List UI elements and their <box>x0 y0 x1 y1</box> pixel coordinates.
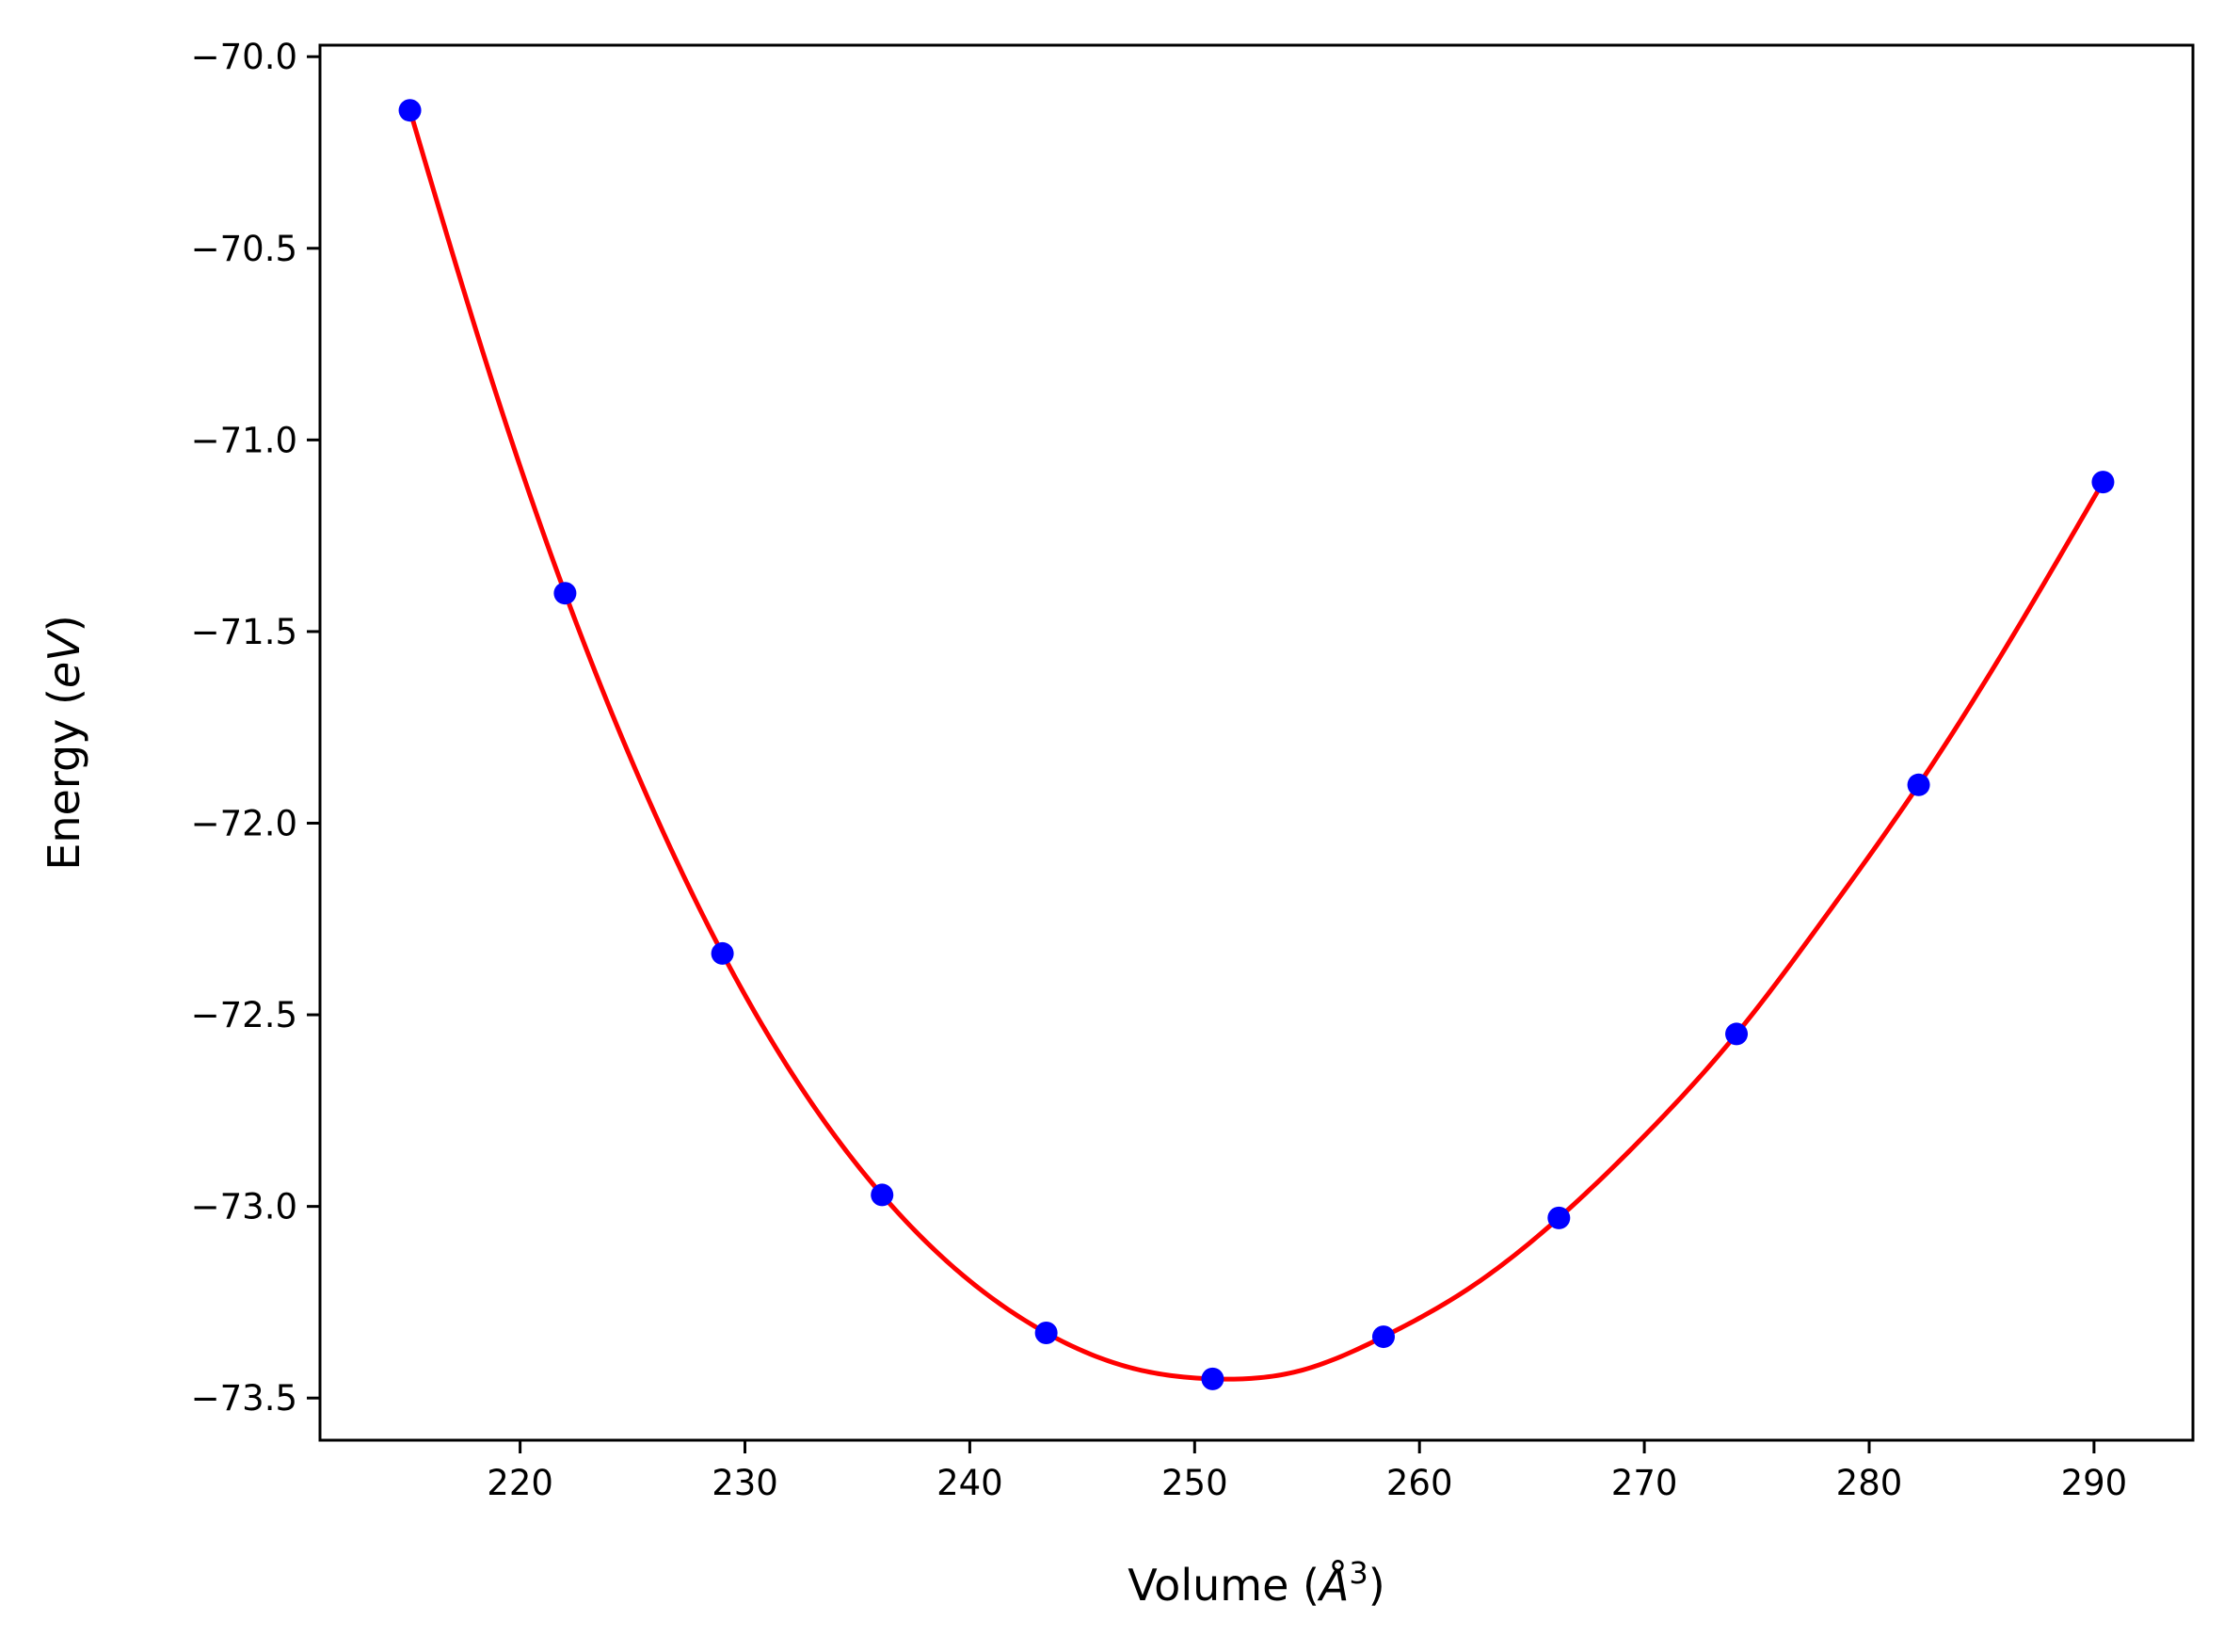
data-point <box>1201 1367 1224 1390</box>
y-tick-label: −70.5 <box>191 229 297 269</box>
y-axis-label-prefix: Energy ( <box>39 688 89 871</box>
x-axis-label: Volume (Å3) <box>1128 1555 1384 1611</box>
x-axis-label-exponent: 3 <box>1349 1555 1368 1591</box>
x-tick-label: 220 <box>487 1463 553 1503</box>
y-axis-label-suffix: ) <box>39 615 89 632</box>
data-point <box>1371 1325 1395 1349</box>
data-point <box>553 582 577 605</box>
data-point <box>1907 773 1930 796</box>
x-tick-label: 240 <box>936 1463 1003 1503</box>
data-point <box>1034 1322 1058 1344</box>
data-point <box>1547 1206 1571 1229</box>
x-axis-label-unit: Å <box>1317 1560 1349 1611</box>
y-axis-label: Energy (eV) <box>39 615 89 870</box>
y-tick-label: −73.0 <box>191 1187 297 1227</box>
plot-frame <box>318 43 2195 1442</box>
fit-curve-layer <box>408 109 2105 1382</box>
x-axis-label-prefix: Volume ( <box>1128 1560 1320 1611</box>
x-axis-ticks: 220 230 240 250 260 270 280 290 <box>487 1440 2127 1503</box>
data-point <box>2091 471 2115 494</box>
data-point <box>1725 1022 1749 1046</box>
x-tick-label: 280 <box>1836 1463 1903 1503</box>
data-point <box>398 99 422 122</box>
data-points-layer <box>398 99 2115 1390</box>
x-tick-label: 260 <box>1386 1463 1453 1503</box>
data-point <box>871 1183 894 1207</box>
y-axis-ticks: −70.0 −70.5 −71.0 −71.5 −72.0 −72.5 −73.0 −73.5 <box>191 37 320 1419</box>
x-axis-label-suffix: ) <box>1368 1560 1385 1611</box>
data-point <box>711 941 734 965</box>
y-tick-label: −71.0 <box>191 420 297 460</box>
y-tick-label: −73.5 <box>191 1378 297 1419</box>
y-tick-label: −72.0 <box>191 804 297 844</box>
y-tick-label: −71.5 <box>191 612 297 652</box>
y-axis-label-unit: eV <box>39 629 89 688</box>
y-tick-label: −70.0 <box>191 37 297 77</box>
x-tick-label: 230 <box>712 1463 778 1503</box>
x-tick-label: 270 <box>1611 1463 1678 1503</box>
y-tick-label: −72.5 <box>191 995 297 1035</box>
fit-curve <box>408 109 2105 1382</box>
x-tick-label: 290 <box>2061 1463 2128 1503</box>
x-tick-label: 250 <box>1161 1463 1228 1503</box>
